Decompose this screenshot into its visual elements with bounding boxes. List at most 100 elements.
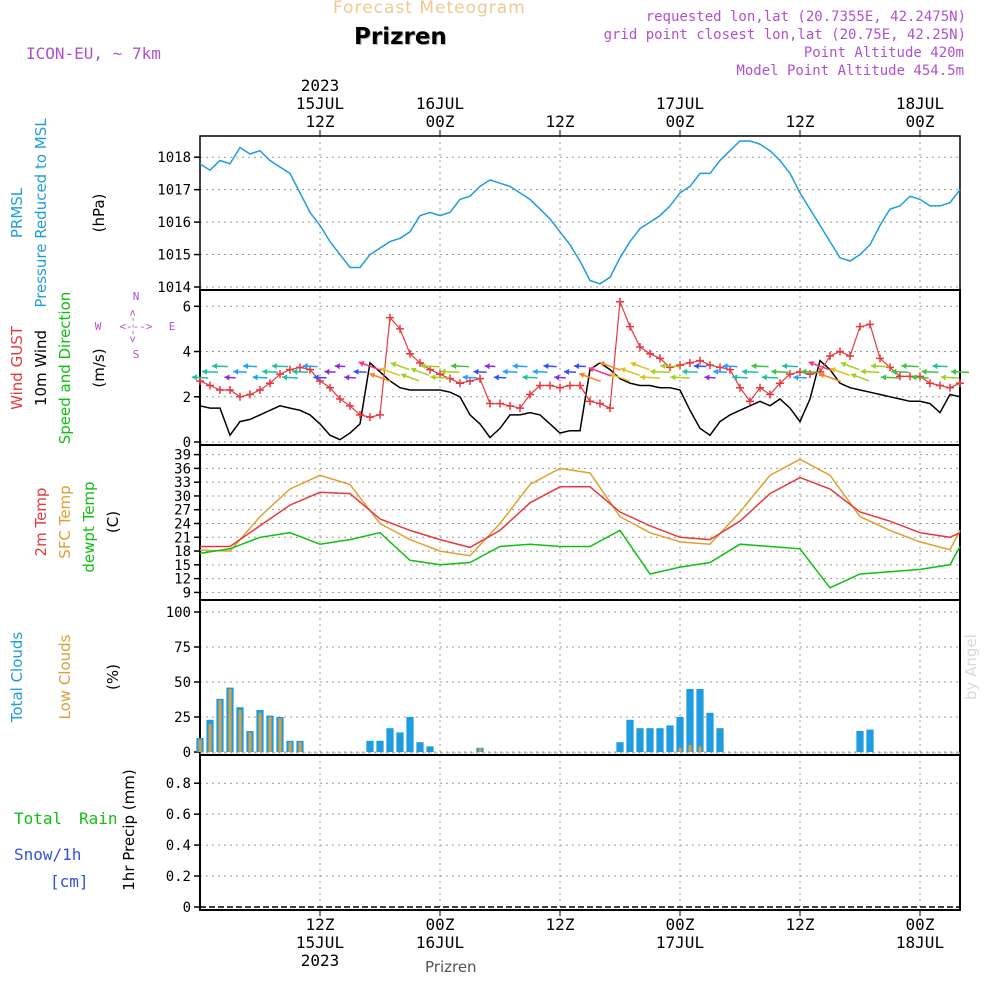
- x-label-bottom: 2023: [301, 951, 340, 970]
- gust-line: [199, 301, 961, 418]
- low-cloud-bar: [678, 747, 682, 752]
- label-cm: [cm]: [50, 872, 89, 891]
- total-cloud-bar: [716, 728, 724, 752]
- y-tick-label: 0.4: [166, 838, 191, 854]
- wind-arrow-head: [212, 363, 218, 370]
- wind-arrow-head: [840, 361, 847, 368]
- gust-marker: [716, 363, 724, 372]
- total-cloud-bar: [376, 740, 384, 752]
- gust-marker: [706, 361, 714, 370]
- y-tick-label: 0.2: [166, 869, 191, 885]
- label-pressure-msl: Pressure Reduced to MSL: [32, 118, 50, 308]
- wind-arrow-head: [262, 368, 268, 375]
- y-tick-label: 4: [183, 345, 191, 361]
- low-cloud-bar: [688, 745, 692, 752]
- total-cloud-bar: [366, 740, 374, 752]
- gust-marker: [956, 379, 964, 388]
- gust-marker: [936, 381, 944, 390]
- gust-marker: [926, 379, 934, 388]
- wind-arrow-head: [358, 361, 365, 367]
- gust-marker: [746, 397, 754, 406]
- wind-arrow-head: [801, 368, 807, 375]
- total-cloud-bar: [656, 728, 664, 752]
- wind-arrow-head: [191, 374, 197, 381]
- model-point-altitude: Model Point Altitude 454.5m: [736, 63, 964, 79]
- gust-marker: [766, 390, 774, 399]
- label-snow: Snow/1h: [14, 845, 81, 864]
- compass-west: W: [95, 320, 102, 333]
- wind-arrow-head: [860, 368, 866, 375]
- wind-arrow-head: [610, 372, 616, 379]
- wind-arrow-head: [202, 368, 208, 375]
- compass-north: N: [133, 290, 140, 303]
- total-cloud-bar: [636, 728, 644, 752]
- label-dewpt-temp: dewpt Temp: [80, 481, 98, 572]
- wind-arrow-head: [473, 368, 479, 375]
- y-tick-label: 0: [183, 900, 191, 916]
- wind-arrow-head: [751, 363, 757, 370]
- low-cloud-bar: [208, 724, 212, 752]
- label-2m-temp: 2m Temp: [32, 488, 50, 557]
- label-total-clouds: Total Clouds: [8, 632, 26, 724]
- wind-arrow-head: [881, 374, 887, 381]
- y-tick-label: 24: [174, 517, 191, 533]
- gust-marker: [366, 413, 374, 422]
- wind-arrow-head: [410, 367, 417, 374]
- gust-marker: [256, 385, 264, 394]
- x-label-top: 00Z: [426, 112, 455, 131]
- wind-arrow-head: [579, 372, 586, 379]
- x-label-bottom: 12Z: [786, 915, 815, 934]
- y-tick-label: 27: [174, 503, 191, 519]
- x-label-bottom: 16JUL: [416, 933, 464, 952]
- wind-arrow-head: [512, 363, 518, 370]
- wind-arrow-head: [554, 374, 560, 381]
- wind-arrow-head: [921, 368, 927, 375]
- compass-horizontal: <--->: [119, 320, 152, 333]
- x-label-top: 12Z: [786, 112, 815, 131]
- gust-marker: [446, 374, 454, 383]
- total-cloud-bar: [406, 717, 414, 752]
- prmsl-line: [199, 140, 961, 285]
- gust-marker: [836, 347, 844, 356]
- requested-coords: requested lon,lat (20.7355E, 42.2475N): [645, 9, 966, 25]
- low-cloud-bar: [258, 712, 262, 752]
- wind-arrow-head: [224, 374, 230, 381]
- y-tick-label: 75: [174, 640, 191, 656]
- wind-arrow-head: [420, 363, 426, 370]
- wind-arrow-head: [334, 363, 340, 370]
- dewpt-line: [199, 529, 961, 589]
- wind-arrow-head: [650, 368, 656, 375]
- y-tick-label: 0: [183, 435, 191, 451]
- wind-arrow-head: [713, 368, 719, 375]
- gust-marker: [356, 410, 364, 419]
- total-cloud-bar: [866, 729, 874, 752]
- y-tick-label: 30: [174, 489, 191, 505]
- wind-arrow-head: [932, 363, 938, 370]
- wind-arrow-head: [369, 372, 376, 379]
- wind-arrow-head: [761, 374, 767, 381]
- y-tick-label: 2: [183, 390, 191, 406]
- wind-arrow-head: [771, 368, 777, 375]
- gust-marker: [656, 354, 664, 363]
- total-cloud-bar: [416, 742, 424, 752]
- credit-watermark: by Angel: [962, 634, 980, 700]
- total-cloud-bar: [426, 746, 434, 752]
- y-tick-label: 18: [174, 544, 191, 560]
- low-cloud-bar: [478, 747, 482, 752]
- gust-marker: [506, 401, 514, 410]
- total-cloud-bar: [616, 742, 624, 752]
- gust-marker: [326, 383, 334, 392]
- label-celsius: (C): [104, 511, 122, 533]
- gust-marker: [676, 361, 684, 370]
- y-tick-label: 50: [174, 675, 191, 691]
- label-low-clouds: Low Clouds: [56, 634, 74, 719]
- wind-arrow-head: [324, 368, 330, 375]
- gust-marker: [846, 352, 854, 361]
- gust-marker: [486, 399, 494, 408]
- x-label-bottom: 00Z: [426, 915, 455, 934]
- y-tick-label: 1018: [157, 150, 191, 166]
- wind-arrow-head: [722, 363, 728, 370]
- x-label-bottom: 12Z: [546, 915, 575, 934]
- wind-arrow-head: [940, 374, 946, 381]
- product-title: Forecast Meteogram: [333, 0, 526, 18]
